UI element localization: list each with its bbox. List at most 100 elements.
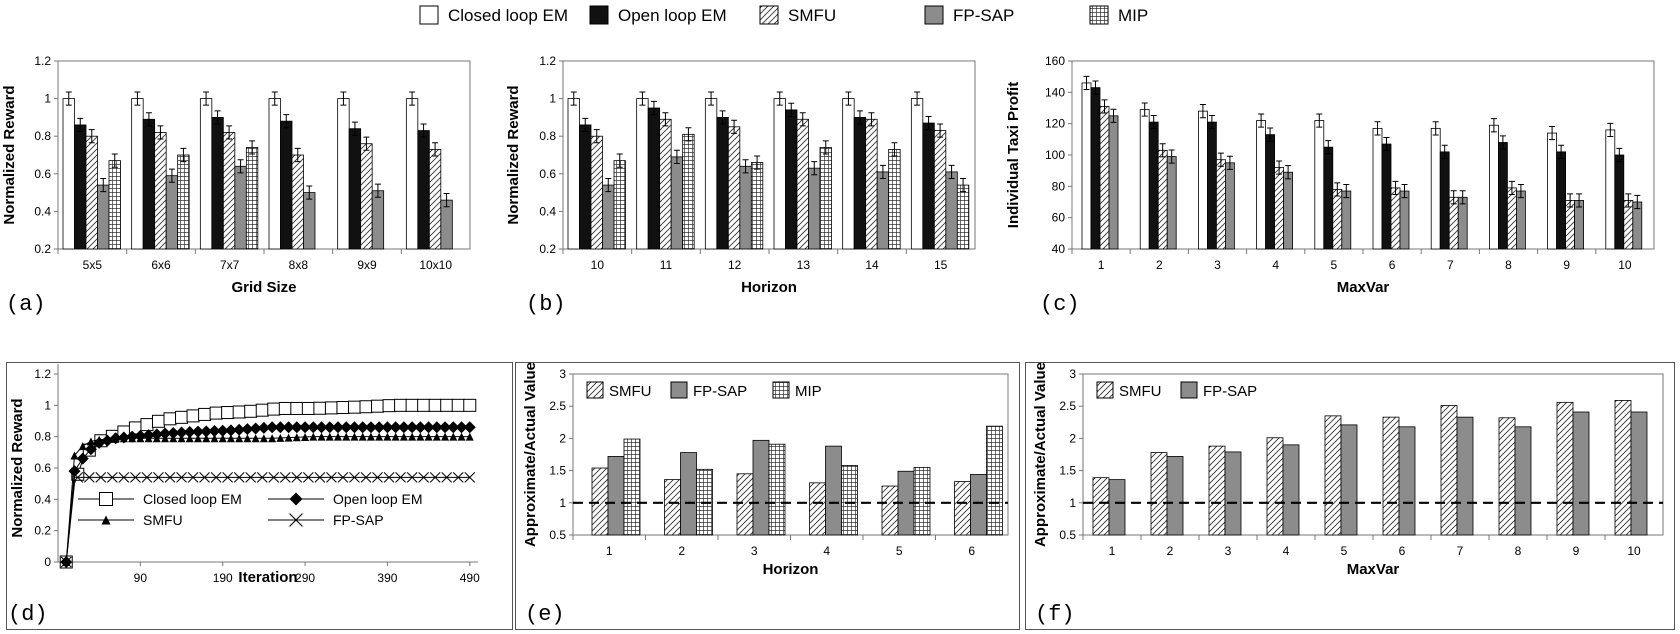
x-tick-label: 14 — [865, 258, 879, 272]
bar-fp-sap-5 — [1341, 190, 1352, 250]
error-bar — [662, 112, 669, 127]
bar-closed-loop-em-8x8 — [268, 98, 281, 250]
bar-fp-sap-8 — [1514, 426, 1532, 536]
bar-closed-loop-em-11 — [636, 98, 649, 250]
legend-label-fp-sap: FP-SAP — [693, 383, 747, 400]
error-bar — [1267, 127, 1274, 142]
y-tick-label: 0.6 — [539, 167, 556, 181]
y-tick-label: 1.5 — [549, 464, 566, 478]
error-bar — [294, 147, 301, 163]
error-bar — [570, 91, 577, 106]
x-tick-label: 9 — [1573, 544, 1580, 558]
marker-open-loop-em — [68, 465, 81, 478]
y-tick-label: 80 — [1052, 179, 1066, 193]
legend-marker-smfu — [101, 515, 111, 525]
panel-frame — [1025, 362, 1675, 630]
panel-d: 0 0.2 0.4 0.6 0.8 1 1.2 90 190 290 390 490 Normalize… — [6, 362, 513, 630]
x-tick-label: 5 — [896, 544, 903, 558]
y-tick-label: 0.6 — [34, 461, 51, 475]
error-bar — [708, 91, 715, 106]
marker-smfu — [202, 434, 211, 443]
x-tick-label: 8x8 — [289, 258, 309, 272]
marker-smfu — [185, 434, 194, 443]
error-bar — [340, 91, 347, 106]
error-bar — [1567, 193, 1574, 208]
marker-closed-loop-em — [221, 406, 235, 420]
marker-closed-loop-em — [371, 399, 385, 413]
error-bar — [1558, 144, 1565, 159]
marker-smfu — [177, 434, 186, 443]
y-tick-label: 3 — [1069, 367, 1076, 381]
error-bar — [1168, 149, 1175, 164]
chart-b: 0.2 0.4 0.6 0.8 1 1.2 Normalized Reward Horizon… — [505, 54, 976, 296]
error-bar — [77, 117, 84, 132]
error-bar — [1441, 144, 1448, 159]
marker-fp-sap — [256, 472, 268, 483]
bar-fp-sap-5 — [1340, 424, 1358, 536]
marker-smfu — [111, 434, 120, 443]
x-tick-label: 8 — [1515, 544, 1522, 558]
bar-smfu-5 — [1332, 189, 1343, 250]
bar-smfu-9x9 — [360, 143, 373, 250]
bar-smfu-6x6 — [154, 132, 167, 250]
marker-smfu — [276, 433, 285, 442]
x-axis-label: MaxVar — [1337, 279, 1390, 296]
bar-open-loop-em-10 — [1614, 154, 1625, 250]
x-axis-label: Iteration — [238, 569, 297, 586]
marker-open-loop-em — [356, 421, 369, 434]
error-bar — [1083, 75, 1090, 91]
marker-smfu — [408, 432, 417, 441]
x-tick-label: 7 — [1457, 544, 1464, 558]
error-bar — [754, 155, 761, 170]
bar-smfu-2 — [1157, 149, 1168, 250]
y-tick-label: 120 — [1045, 117, 1065, 131]
bar-fp-sap-9x9 — [371, 190, 385, 250]
marker-smfu — [268, 434, 277, 443]
marker-smfu — [136, 434, 145, 443]
marker-fp-sap — [418, 472, 430, 483]
error-bar — [168, 168, 175, 183]
marker-fp-sap — [245, 472, 257, 483]
marker-smfu — [169, 434, 178, 443]
legend-label-smfu: SMFU — [1119, 383, 1162, 400]
error-bar — [1634, 194, 1641, 210]
bar-smfu-14 — [865, 118, 878, 250]
error-bar — [180, 147, 187, 163]
legend-label-fp-sap: FP-SAP — [1203, 383, 1257, 400]
marker-open-loop-em — [406, 421, 419, 434]
marker-closed-loop-em — [290, 401, 304, 415]
error-bar — [1383, 136, 1390, 152]
bar-fp-sap-1 — [1108, 115, 1119, 250]
error-bar — [214, 110, 221, 125]
error-bar — [1285, 165, 1292, 180]
marker-smfu — [218, 434, 227, 443]
error-bar — [742, 159, 749, 174]
bar-fp-sap-15 — [945, 171, 958, 250]
y-tick-label: 1 — [549, 92, 556, 106]
marker-fp-sap — [233, 472, 245, 483]
bar-fp-sap-2 — [680, 452, 697, 536]
y-tick-label: 0.2 — [34, 524, 51, 538]
marker-closed-loop-em — [382, 399, 396, 413]
x-tick-label: 5 — [1331, 258, 1338, 272]
x-tick-label: 6 — [968, 544, 975, 558]
error-bar — [1392, 180, 1399, 195]
panel-frame — [6, 362, 513, 630]
bar-fp-sap-2 — [1166, 156, 1177, 250]
marker-open-loop-em — [373, 421, 386, 434]
marker-smfu — [399, 432, 408, 441]
error-bar — [925, 115, 932, 131]
legend-marker-closed-loop-em — [99, 492, 113, 506]
marker-open-loop-em — [208, 425, 221, 438]
marker-fp-sap — [429, 472, 441, 483]
error-bar — [639, 91, 646, 106]
marker-smfu — [95, 435, 104, 444]
marker-smfu — [416, 432, 425, 441]
y-tick-label: 1 — [44, 92, 51, 106]
y-tick-label: 0.8 — [34, 430, 51, 444]
marker-closed-loop-em — [209, 406, 223, 420]
bar-closed-loop-em-5x5 — [62, 98, 75, 250]
bar-closed-loop-em-6 — [1372, 127, 1383, 250]
bar-fp-sap-8 — [1515, 190, 1526, 250]
panel-c: 40 60 80 100 120 140 160 Individual Taxi Profit… — [1005, 36, 1680, 326]
